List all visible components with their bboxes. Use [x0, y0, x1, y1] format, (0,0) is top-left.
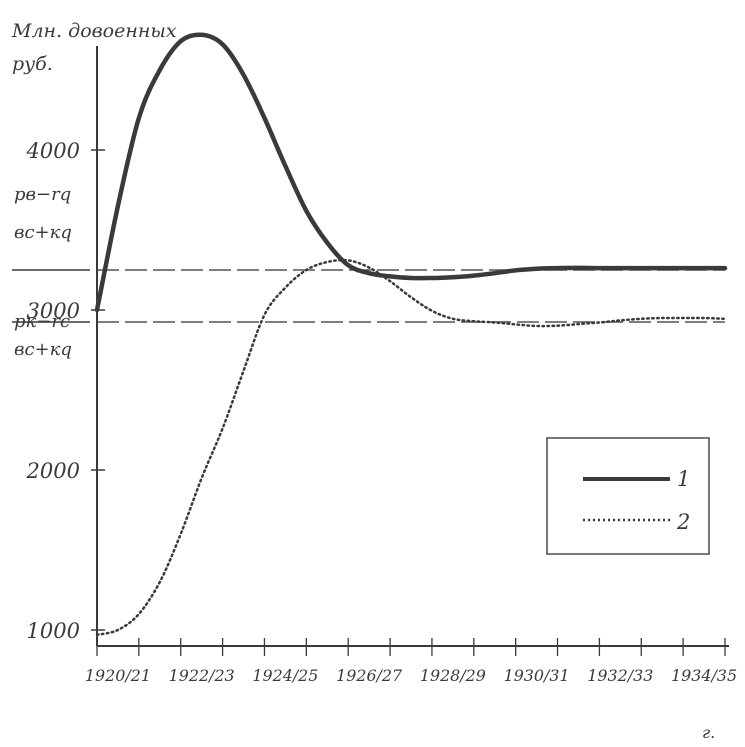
legend: 1 2	[546, 437, 710, 555]
series-1-line	[94, 32, 728, 313]
legend-label-1: 1	[677, 467, 690, 491]
ref-line-2-numerator: pк−rc	[14, 311, 70, 332]
x-tick-label: 1920/21	[85, 666, 151, 685]
y-tick-label: 2000	[26, 459, 80, 483]
y-tick-label: 4000	[26, 139, 80, 163]
legend-box	[546, 437, 710, 555]
ref-line-1-numerator: pв−rq	[14, 184, 71, 205]
x-tick-label: 1932/33	[587, 666, 653, 685]
series	[94, 32, 728, 637]
y-axis-label-line1: Млн. довоенных	[11, 20, 177, 42]
series-2-line	[95, 258, 727, 637]
x-tick-label: 1926/27	[336, 666, 403, 685]
axes: 1000 2000 3000 4000 1920/21 1922/23 1924/25 192…	[26, 46, 737, 685]
x-tick-label: 1924/25	[252, 666, 318, 685]
ref-line-1-denominator: вc+кq	[14, 222, 72, 243]
legend-label-2: 2	[676, 510, 690, 534]
ref-line-2-denominator: вc+кq	[14, 339, 72, 360]
x-axis-unit: г.	[702, 723, 715, 742]
x-tick-label: 1928/29	[420, 666, 486, 685]
y-tick-label: 3000	[27, 299, 80, 323]
y-axis-label-line2: руб.	[12, 53, 53, 75]
x-tick-label: 1934/35	[671, 666, 737, 685]
x-tick-label: 1930/31	[504, 666, 570, 685]
y-tick-label: 1000	[27, 619, 80, 643]
reference-lines	[12, 269, 725, 323]
x-tick-label: 1922/23	[169, 666, 235, 685]
